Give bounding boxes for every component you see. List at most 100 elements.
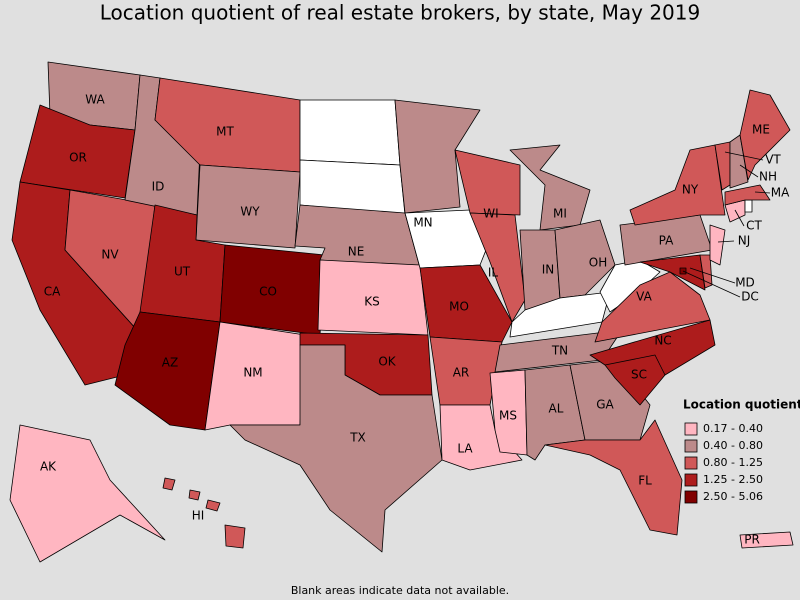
state-label: HI bbox=[192, 509, 205, 523]
state-shape bbox=[454, 149, 521, 216]
state-label: AZ bbox=[162, 356, 178, 370]
state-label: KS bbox=[364, 295, 380, 309]
state-label: OH bbox=[589, 256, 607, 270]
state-label: ID bbox=[152, 180, 165, 194]
legend-label: 0.40 - 0.80 bbox=[703, 439, 763, 452]
state-shape bbox=[509, 144, 591, 231]
state-label: IL bbox=[488, 266, 499, 280]
state-shape bbox=[739, 531, 794, 549]
state-shape bbox=[509, 291, 611, 338]
state-label: AR bbox=[453, 366, 470, 380]
state-shape bbox=[162, 477, 176, 491]
state-label: CO bbox=[259, 285, 277, 299]
leader-line bbox=[754, 191, 771, 194]
state-shape bbox=[404, 209, 491, 269]
state-shape bbox=[589, 319, 716, 376]
state-label: SC bbox=[631, 368, 647, 382]
state-label: LA bbox=[457, 442, 473, 456]
state-label: NV bbox=[101, 248, 119, 262]
legend-label: 0.17 - 0.40 bbox=[703, 422, 763, 435]
state-shape bbox=[744, 199, 753, 213]
state-shape bbox=[394, 99, 481, 214]
state-label: AK bbox=[40, 460, 57, 474]
state-label: NE bbox=[348, 245, 365, 259]
legend-swatch bbox=[684, 422, 698, 436]
state-label: PA bbox=[659, 234, 674, 248]
state-label: MD bbox=[735, 276, 755, 290]
legend-swatch bbox=[684, 439, 698, 453]
state-shape bbox=[709, 224, 726, 266]
state-labels: WA OR CA NV ID MT WY UT AZ CO NM NE KS OK TX MN MO AR LA WI… bbox=[40, 93, 790, 547]
state-label: ME bbox=[752, 123, 770, 137]
state-label: WA bbox=[85, 93, 105, 107]
state-label: AL bbox=[549, 402, 564, 416]
state-label: MI bbox=[553, 207, 567, 221]
legend-label: 0.80 - 1.25 bbox=[703, 456, 763, 469]
state-shape bbox=[419, 264, 513, 343]
legend-label: 1.25 - 2.50 bbox=[703, 473, 763, 486]
state-label: NH bbox=[759, 170, 777, 184]
state-label: MS bbox=[499, 409, 517, 423]
state-shape bbox=[699, 254, 713, 289]
state-shape bbox=[229, 344, 443, 553]
state-shape bbox=[604, 354, 666, 406]
leader-line bbox=[734, 209, 745, 227]
state-label: UT bbox=[174, 265, 191, 279]
state-label: VA bbox=[636, 290, 652, 304]
state-label: NY bbox=[682, 183, 699, 197]
state-shape bbox=[729, 134, 749, 189]
state-shape bbox=[188, 489, 201, 501]
map-title: Location quotient of real estate brokers… bbox=[100, 1, 700, 25]
state-label: NJ bbox=[738, 234, 751, 248]
state-shape bbox=[629, 144, 726, 226]
leader-line bbox=[717, 240, 735, 243]
state-shape bbox=[205, 499, 221, 512]
legend-swatch bbox=[684, 473, 698, 487]
state-shape bbox=[469, 212, 526, 323]
state-label: PR bbox=[744, 533, 760, 547]
state-label: MT bbox=[216, 125, 234, 139]
state-label: WI bbox=[483, 207, 498, 221]
state-shape bbox=[554, 219, 616, 299]
state-shape bbox=[599, 259, 661, 313]
state-shape bbox=[489, 369, 528, 456]
leader-line bbox=[724, 151, 764, 161]
legend-swatch bbox=[684, 490, 698, 504]
legend-swatch bbox=[684, 456, 698, 470]
state-label: OR bbox=[69, 151, 87, 165]
state-label: VT bbox=[765, 153, 781, 167]
state-label: MN bbox=[413, 216, 432, 230]
state-label: TN bbox=[551, 344, 568, 358]
state-label: FL bbox=[638, 474, 652, 488]
state-label: MA bbox=[771, 186, 790, 200]
state-shape bbox=[544, 419, 683, 536]
state-label: NC bbox=[654, 334, 671, 348]
state-label: GA bbox=[596, 398, 614, 412]
legend: 0.17 - 0.40 0.40 - 0.80 0.80 - 1.25 1.25 - … bbox=[684, 422, 763, 504]
state-label: IN bbox=[542, 263, 555, 277]
state-label: CT bbox=[746, 219, 762, 233]
state-shape bbox=[594, 271, 711, 343]
states bbox=[9, 61, 794, 563]
state-label: CA bbox=[44, 285, 61, 299]
state-shape bbox=[724, 184, 771, 206]
state-shape bbox=[224, 524, 246, 549]
state-shape bbox=[299, 99, 401, 166]
legend-label: 2.50 - 5.06 bbox=[703, 490, 763, 503]
state-label: NM bbox=[243, 366, 262, 380]
note: Blank areas indicate data not available. bbox=[291, 584, 509, 597]
state-shape bbox=[9, 424, 166, 563]
state-shape bbox=[639, 254, 706, 291]
state-label: WY bbox=[240, 205, 260, 219]
state-label: DC bbox=[741, 290, 759, 304]
leader-line bbox=[682, 270, 741, 298]
leader-line bbox=[739, 164, 759, 178]
state-label: TX bbox=[349, 431, 366, 445]
legend-title: Location quotient bbox=[683, 398, 800, 412]
state-label: MO bbox=[449, 300, 469, 314]
state-shape bbox=[439, 404, 523, 471]
state-label: OK bbox=[378, 355, 396, 369]
leader-line bbox=[689, 267, 736, 284]
